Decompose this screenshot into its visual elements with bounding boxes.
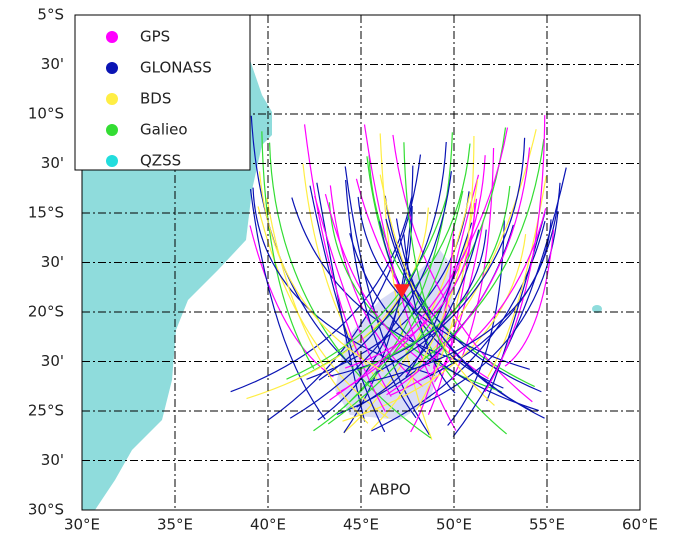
- x-tick-label: 40°E: [250, 516, 286, 534]
- satellite-track: [258, 171, 384, 372]
- satellite-track: [286, 190, 449, 380]
- legend-marker: [106, 62, 118, 74]
- legend-label: GPS: [140, 28, 170, 46]
- satellite-track: [329, 127, 509, 401]
- y-tick-label: 10°S: [28, 105, 64, 123]
- satellite-track: [406, 138, 545, 372]
- legend-label: GLONASS: [140, 59, 212, 77]
- satellite-track: [343, 165, 414, 434]
- y-tick-label: 30': [41, 55, 64, 73]
- satellite-track: [344, 203, 476, 369]
- satellite-track: [405, 222, 473, 378]
- y-tick-label: 25°S: [28, 402, 64, 420]
- satellite-track: [246, 207, 429, 400]
- satellite-track: [249, 188, 326, 420]
- satellite-track: [318, 141, 447, 381]
- legend-label: Galieo: [140, 121, 188, 139]
- frame: [81, 14, 641, 511]
- satellite-track: [303, 124, 387, 413]
- legend-marker: [106, 31, 118, 43]
- satellite-track: [376, 137, 526, 373]
- y-tick-label: 30': [41, 352, 64, 370]
- satellite-track: [324, 194, 431, 367]
- legend: GPS GLONASS BDS Galieo QZSS: [74, 14, 251, 171]
- legend-items: GPS GLONASS BDS Galieo QZSS: [106, 28, 212, 170]
- x-tick-label: 30°E: [64, 516, 100, 534]
- legend-marker: [106, 93, 118, 105]
- y-tick-label: 30°S: [28, 501, 64, 519]
- satellite-track: [410, 225, 455, 433]
- satellite-track: [336, 155, 486, 395]
- satellite-track: [230, 197, 413, 393]
- satellite-track: [289, 171, 452, 419]
- satellite-track: [266, 197, 369, 424]
- satellite-track: [392, 134, 533, 403]
- satellite-track: [415, 136, 475, 411]
- legend-label: BDS: [140, 90, 171, 108]
- satellite-track: [313, 190, 464, 432]
- x-tick-label: 35°E: [157, 516, 193, 534]
- satellite-track: [291, 197, 466, 364]
- satellite-track: [268, 142, 432, 439]
- y-tick-label: 15°S: [28, 204, 64, 222]
- y-tick-label: 20°S: [28, 303, 64, 321]
- satellite-track: [371, 221, 546, 432]
- y-tick-label: 5°S: [37, 6, 64, 24]
- legend-marker: [106, 124, 118, 136]
- satellite-track: [328, 202, 502, 393]
- satellite-track: [356, 229, 480, 408]
- y-tick-label: 30': [41, 154, 64, 172]
- satellite-track: [385, 218, 545, 419]
- satellite-track: [447, 220, 505, 426]
- x-tick-label: 60°E: [622, 516, 658, 534]
- satellite-track: [309, 185, 386, 433]
- legend-marker: [106, 155, 118, 167]
- x-tick-label: 50°E: [436, 516, 472, 534]
- station-marker: [393, 284, 410, 299]
- station-label: ABPO: [369, 481, 410, 499]
- satellite-track: [367, 219, 552, 383]
- x-tick-label: 55°E: [529, 516, 565, 534]
- satellite-track: [484, 115, 546, 393]
- legend-box: [74, 14, 251, 171]
- satellite-track: [356, 185, 511, 371]
- island: [592, 305, 602, 313]
- satellite-track: [357, 196, 530, 370]
- satellite-track: [386, 147, 531, 396]
- satellite-track: [370, 179, 479, 431]
- y-tick-label: 30': [41, 451, 64, 469]
- satellite-track: [403, 142, 453, 364]
- satellite-track: [366, 156, 507, 435]
- satellite-track: [384, 195, 542, 393]
- satellite-track: [434, 220, 484, 383]
- legend-label: QZSS: [140, 152, 181, 170]
- satellite-track: [345, 179, 417, 419]
- satellite-track: [314, 195, 392, 397]
- x-tick-label: 45°E: [343, 516, 379, 534]
- y-tick-label: 30': [41, 253, 64, 271]
- satellite-track: [504, 229, 555, 367]
